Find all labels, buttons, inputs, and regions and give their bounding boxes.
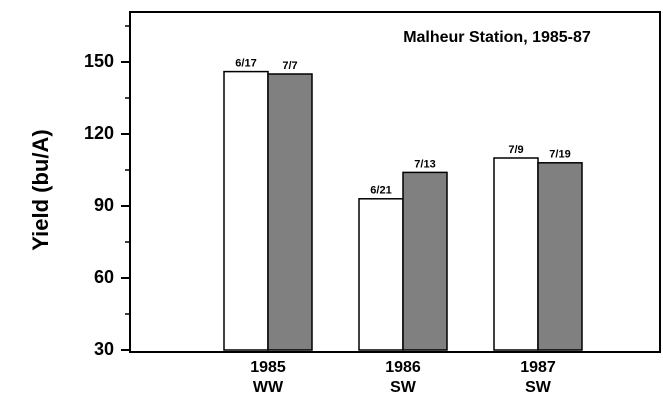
x-tick-label: 1986 bbox=[385, 359, 421, 376]
y-tick-label: 150 bbox=[84, 51, 114, 71]
x-tick-sublabel: SW bbox=[390, 379, 417, 396]
bar-date-label: 6/17 bbox=[235, 58, 256, 70]
bar bbox=[537, 162, 583, 351]
bar-date-label: 7/19 bbox=[549, 149, 570, 161]
x-tick-sublabel: SW bbox=[525, 379, 552, 396]
y-tick-label: 120 bbox=[84, 123, 114, 143]
y-tick-label: 60 bbox=[94, 267, 114, 287]
bar-date-label: 7/9 bbox=[508, 144, 523, 156]
x-tick-sublabel: WW bbox=[253, 379, 284, 396]
chart-title: Malheur Station, 1985-87 bbox=[403, 29, 591, 46]
bar bbox=[267, 73, 313, 351]
bar bbox=[358, 198, 404, 351]
plot-frame bbox=[129, 11, 661, 353]
bar-date-label: 7/7 bbox=[282, 60, 297, 72]
y-axis-label: Yield (bu/A) bbox=[28, 129, 53, 250]
y-tick-label: 90 bbox=[94, 195, 114, 215]
bar-date-label: 7/13 bbox=[414, 158, 435, 170]
bar bbox=[493, 157, 539, 351]
x-tick-label: 1987 bbox=[520, 359, 556, 376]
y-tick-label: 30 bbox=[94, 339, 114, 359]
bar bbox=[402, 171, 448, 351]
bar bbox=[223, 70, 269, 351]
x-tick-label: 1985 bbox=[250, 359, 286, 376]
bar-date-label: 6/21 bbox=[370, 185, 391, 197]
